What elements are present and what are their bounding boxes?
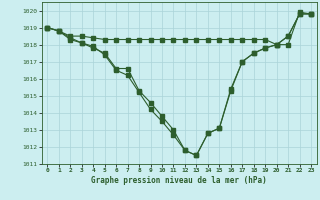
X-axis label: Graphe pression niveau de la mer (hPa): Graphe pression niveau de la mer (hPa): [91, 176, 267, 185]
